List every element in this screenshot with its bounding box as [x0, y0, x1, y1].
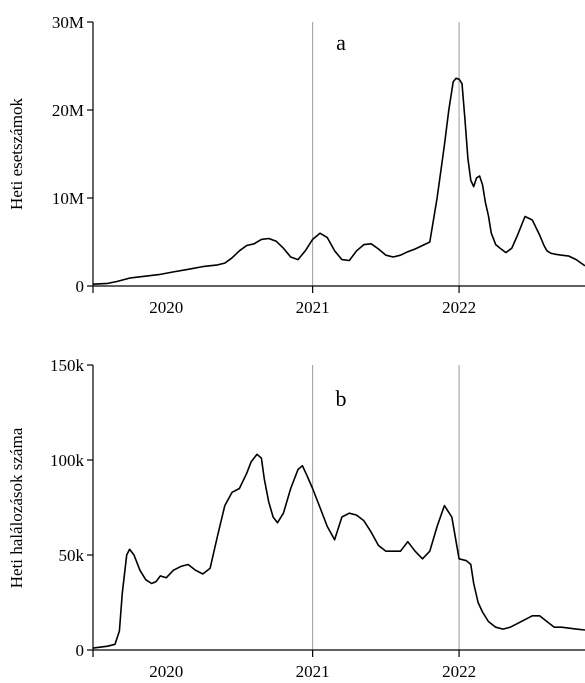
y-tick-label: 0 — [76, 641, 85, 660]
panel-letter: b — [336, 386, 347, 411]
x-tick-label: 2020 — [149, 662, 183, 681]
series-line — [92, 453, 585, 649]
x-tick-label: 2022 — [442, 662, 476, 681]
panel-letter: a — [336, 30, 346, 55]
y-axis-title: Heti esetszámok — [7, 98, 26, 210]
y-tick-label: 30M — [52, 13, 84, 32]
x-tick-label: 2020 — [149, 298, 183, 317]
y-tick-label: 100k — [50, 451, 85, 470]
y-tick-label: 0 — [76, 277, 85, 296]
x-tick-label: 2021 — [296, 662, 330, 681]
series-line — [92, 77, 585, 285]
y-tick-label: 10M — [52, 189, 84, 208]
x-tick-label: 2021 — [296, 298, 330, 317]
x-tick-label: 2022 — [442, 298, 476, 317]
y-tick-label: 150k — [50, 356, 85, 375]
panel-a: 0 10M 20M 30M 2020 2021 2022 Heti esetszámok a — [7, 13, 585, 317]
y-axis-title: Heti halálozások száma — [7, 427, 26, 588]
panel-b: 0 50k 100k 150k 2020 2021 2022 Heti halálozások… — [7, 356, 585, 681]
y-tick-label: 20M — [52, 101, 84, 120]
y-tick-label: 50k — [59, 546, 85, 565]
